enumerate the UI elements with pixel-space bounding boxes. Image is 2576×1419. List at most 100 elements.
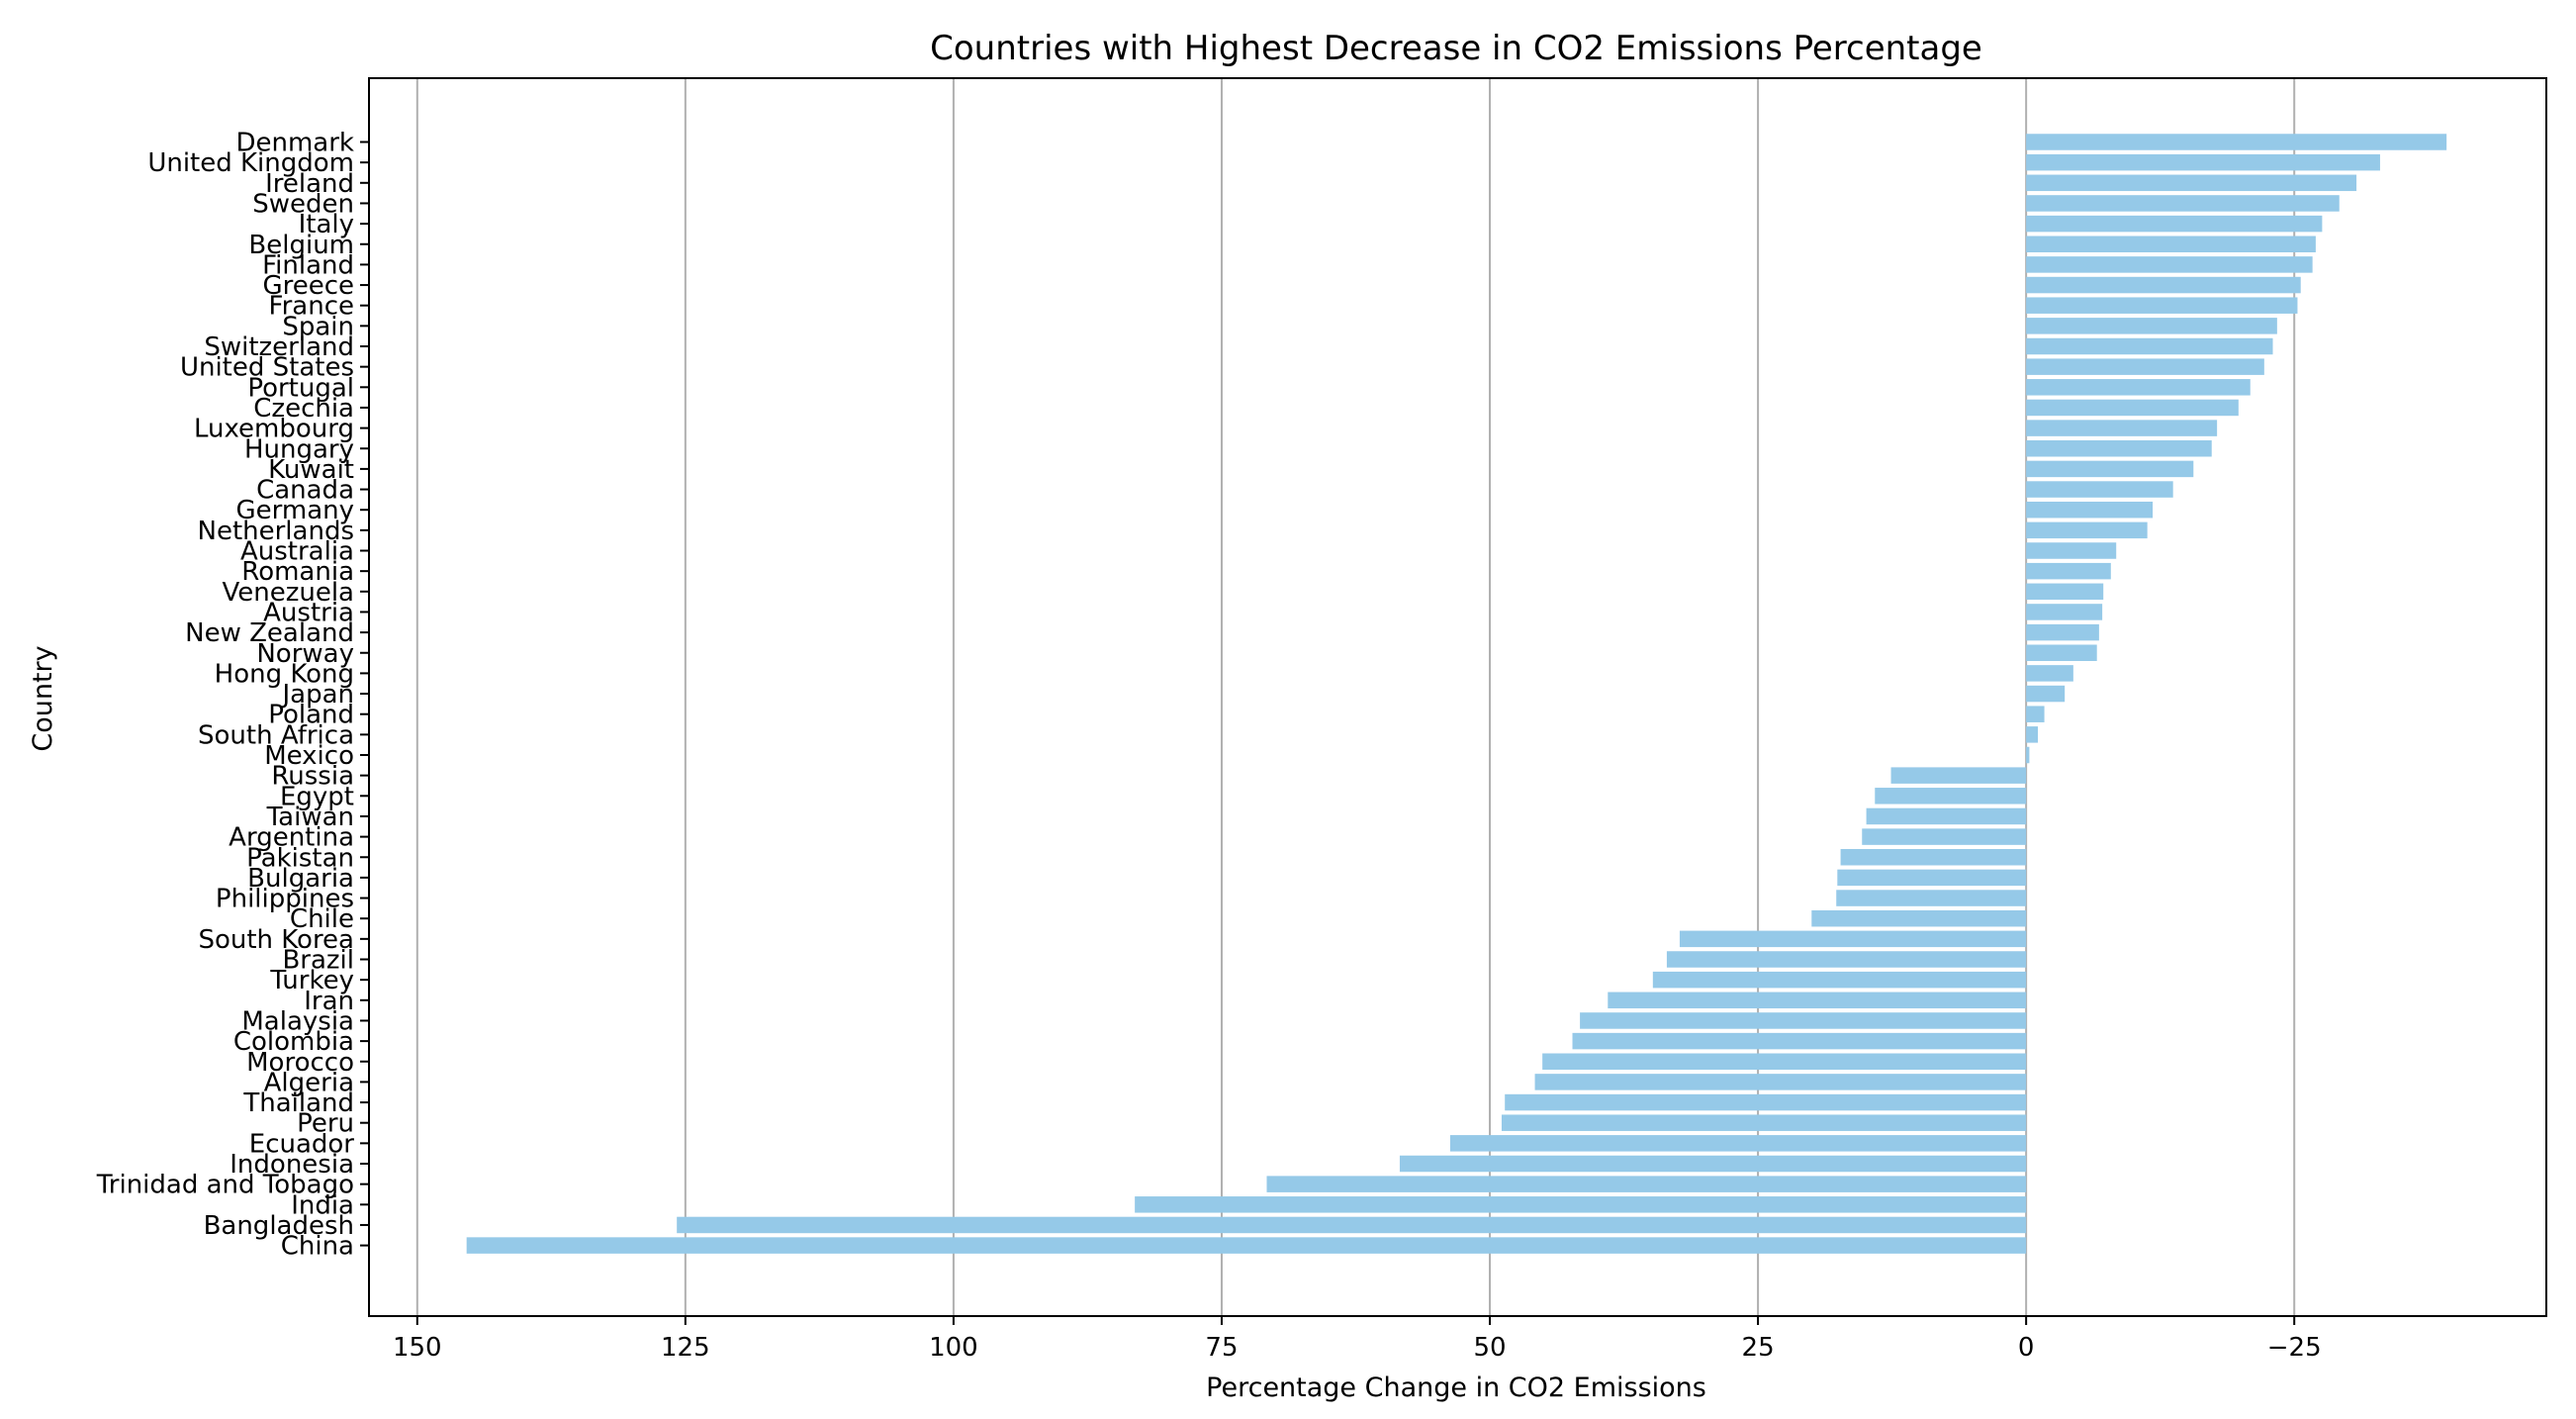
y-tick-label: Venezuela (222, 578, 354, 608)
y-tick-label: Germany (235, 496, 354, 525)
bar-thailand (1505, 1093, 2027, 1111)
bars (466, 134, 2447, 1254)
bar-finland (2026, 256, 2313, 273)
y-tick-label: Mexico (264, 741, 354, 771)
y-tick-label: Switzerland (204, 332, 354, 362)
bar-taiwan (1866, 807, 2027, 825)
y-tick-label: Colombia (233, 1027, 354, 1057)
chart-title: Countries with Highest Decrease in CO2 E… (930, 29, 1982, 68)
y-tick-label: Canada (256, 476, 354, 506)
y-tick-label: Denmark (235, 129, 354, 158)
bar-india (1135, 1196, 2027, 1213)
bar-poland (2026, 706, 2045, 722)
bar-morocco (1542, 1053, 2027, 1070)
bar-malaysia (1580, 1012, 2027, 1029)
bar-france (2026, 297, 2298, 314)
bar-indonesia (1399, 1155, 2027, 1173)
y-tick-label: Sweden (252, 189, 354, 219)
y-tick-label: Bangladesh (204, 1211, 354, 1241)
bar-sweden (2026, 195, 2340, 212)
x-tick-label: −25 (2267, 1333, 2322, 1363)
y-tick-label: Italy (299, 210, 354, 239)
y-tick-label: Belgium (248, 231, 354, 260)
y-tick-label: Poland (268, 701, 354, 730)
bar-switzerland (2026, 337, 2273, 355)
bar-iran (1608, 992, 2027, 1009)
bar-czechia (2026, 399, 2239, 417)
y-tick-label: Turkey (269, 966, 354, 995)
bar-ecuador (1449, 1135, 2027, 1152)
bar-south-africa (2026, 726, 2039, 743)
bar-algeria (1534, 1074, 2027, 1090)
x-tick-label: 25 (1742, 1333, 1775, 1363)
bar-russia (1890, 767, 2027, 784)
bar-kuwait (2026, 460, 2194, 478)
x-tick-label: 125 (661, 1333, 710, 1363)
y-tick-label: South Korea (198, 925, 354, 955)
y-tick-label: Greece (262, 271, 354, 301)
bar-portugal (2026, 379, 2251, 396)
y-tick-label: Brazil (282, 946, 354, 976)
bar-bulgaria (1837, 869, 2027, 887)
y-tick-label: New Zealand (185, 618, 354, 648)
y-tick-label: United States (180, 353, 354, 383)
y-tick-label: Ireland (265, 169, 354, 199)
y-tick-label: Romania (241, 557, 354, 587)
y-tick-label: Taiwan (266, 803, 354, 832)
bar-hong-kong (2026, 665, 2073, 682)
y-tick-label: France (269, 292, 354, 322)
bar-luxembourg (2026, 420, 2218, 436)
y-tick-label: Czechia (253, 394, 354, 424)
y-tick-label: Australia (240, 537, 354, 567)
bar-netherlands (2026, 521, 2148, 539)
x-axis-label: Percentage Change in CO2 Emissions (1206, 1372, 1706, 1403)
y-tick-label: Bulgaria (247, 864, 354, 894)
y-tick-label: Indonesia (230, 1150, 354, 1180)
y-tick-label: Philippines (216, 885, 354, 914)
y-axis-label: Country (28, 645, 58, 751)
bar-romania (2026, 562, 2111, 580)
x-tick-label: 100 (929, 1333, 978, 1363)
y-tick-label: India (291, 1190, 354, 1220)
y-tick-label: Thailand (242, 1088, 354, 1118)
bar-ireland (2026, 174, 2357, 192)
y-tick-label: Trinidad and Tobago (96, 1171, 354, 1200)
x-tick-label: 75 (1205, 1333, 1238, 1363)
y-tick-label: Peru (297, 1109, 354, 1139)
bar-united-kingdom (2026, 153, 2380, 171)
y-tick-label: Russia (271, 762, 354, 792)
bar-china (466, 1237, 2027, 1254)
x-axis-ticks: 150 125 100 75 50 25 0 −25 (393, 1316, 2322, 1363)
plot-frame (368, 77, 2547, 1317)
y-tick-label: Norway (256, 639, 354, 669)
bar-norway (2026, 644, 2097, 661)
bar-south-korea (1679, 930, 2027, 948)
y-tick-label: Hungary (244, 434, 354, 464)
bar-bangladesh (677, 1216, 2027, 1234)
y-tick-label: United Kingdom (147, 148, 354, 178)
y-tick-label: Argentina (229, 823, 354, 853)
y-tick-label: Pakistan (246, 843, 354, 873)
y-tick-label: Netherlands (198, 517, 355, 546)
bar-japan (2026, 685, 2066, 703)
bar-brazil (1666, 951, 2027, 968)
y-tick-label: Iran (304, 987, 354, 1016)
bar-new-zealand (2026, 623, 2099, 641)
bar-philippines (1836, 890, 2027, 906)
y-tick-label: Ecuador (249, 1129, 355, 1159)
bar-chile (1811, 909, 2027, 927)
x-tick-label: 0 (2018, 1333, 2035, 1363)
y-tick-label: Egypt (280, 782, 354, 811)
y-tick-label: Morocco (246, 1048, 354, 1078)
bar-spain (2026, 318, 2277, 334)
y-tick-label: Portugal (247, 373, 354, 403)
y-tick-label: Luxembourg (194, 415, 354, 444)
bar-germany (2026, 501, 2154, 519)
bar-argentina (1862, 828, 2027, 845)
bar-pakistan (1840, 849, 2027, 866)
y-tick-label: Spain (282, 312, 354, 341)
bar-peru (1501, 1114, 2027, 1131)
y-tick-label: South Africa (198, 720, 354, 750)
bar-colombia (1572, 1032, 2027, 1050)
